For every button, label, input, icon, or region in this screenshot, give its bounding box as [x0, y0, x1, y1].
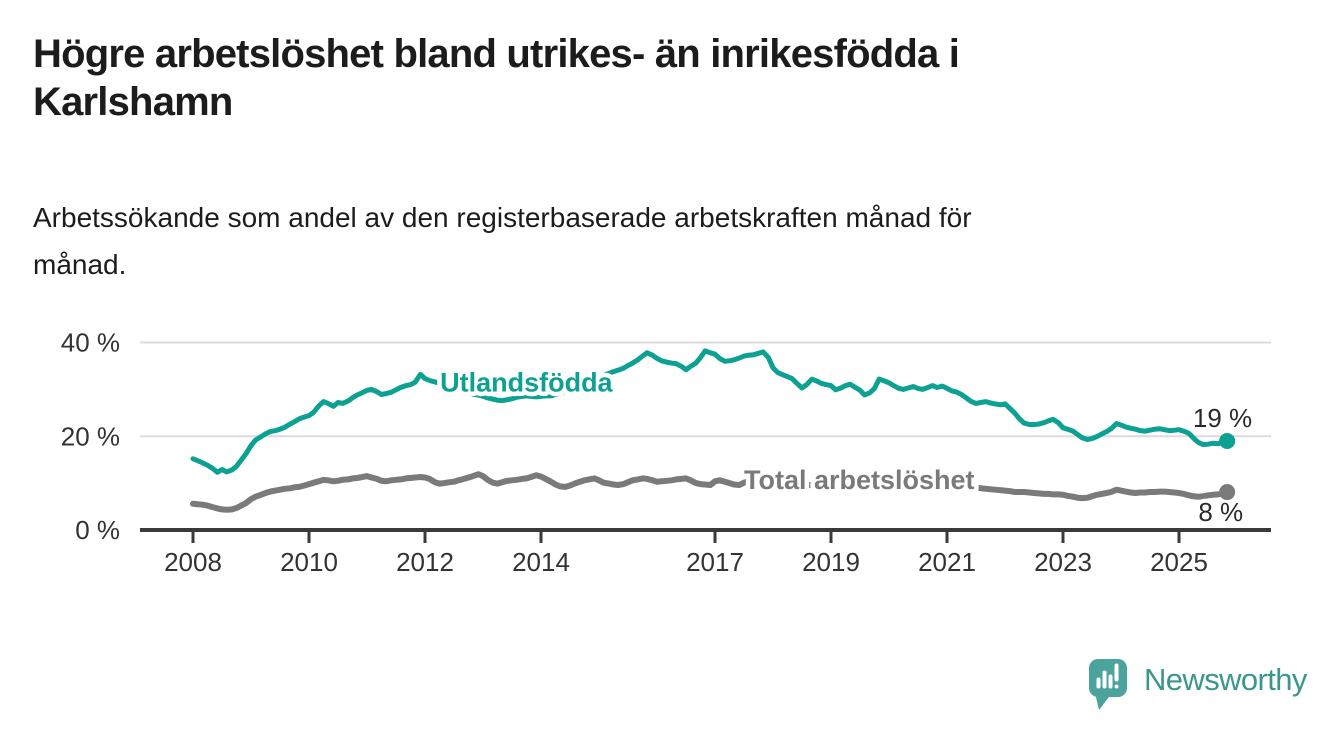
y-tick-label-40: 40 %	[61, 328, 120, 358]
series-end-dot-utlandsfodda	[1219, 432, 1236, 449]
series-end-value-label-utlandsfodda: 19 %	[1193, 403, 1252, 433]
x-tick-label-2019: 2019	[802, 547, 860, 577]
x-tick-label-2008: 2008	[164, 547, 222, 577]
chart-subtitle-line-2: månad.	[33, 249, 127, 280]
x-tick-label-2012: 2012	[396, 547, 454, 577]
y-tick-label-0: 0 %	[75, 515, 120, 545]
series-label-utlandsfodda: Utlandsfödda	[440, 367, 613, 397]
bar-chart-speech-bubble-icon	[1089, 659, 1127, 710]
newsworthy-logo: Newsworthy	[1088, 657, 1307, 711]
chart-subtitle: Arbetssökande som andel av den registerb…	[33, 194, 972, 288]
y-tick-label-20: 20 %	[61, 421, 120, 451]
x-tick-label-2010: 2010	[280, 547, 338, 577]
page-title: Högre arbetslöshet bland utrikes- än inr…	[33, 30, 960, 126]
series-end-value-label-total: 8 %	[1198, 497, 1243, 527]
page-title-line-1: Högre arbetslöshet bland utrikes- än inr…	[33, 32, 960, 76]
x-tick-label-2025: 2025	[1150, 547, 1208, 577]
series-line-total	[190, 471, 1231, 513]
x-tick-label-2017: 2017	[686, 547, 744, 577]
series-end-dot-total	[1219, 484, 1236, 501]
series-line-utlandsfodda	[190, 348, 1230, 475]
newsworthy-logo-text: Newsworthy	[1144, 662, 1307, 697]
chart-subtitle-line-1: Arbetssökande som andel av den registerb…	[33, 202, 972, 233]
series-label-total: Total arbetslöshet	[744, 465, 975, 495]
x-tick-label-2014: 2014	[512, 547, 570, 577]
x-tick-label-2021: 2021	[918, 547, 976, 577]
line-chart-area: 2008 2010 2012 2014 2017 2019 2021 2023 2025 0 % 2…	[0, 300, 1340, 600]
page-title-line-2: Karlshamn	[33, 80, 233, 124]
unemployment-line-chart: 2008 2010 2012 2014 2017 2019 2021 2023 2025 0 % 2…	[61, 328, 1271, 577]
x-tick-label-2023: 2023	[1034, 547, 1092, 577]
